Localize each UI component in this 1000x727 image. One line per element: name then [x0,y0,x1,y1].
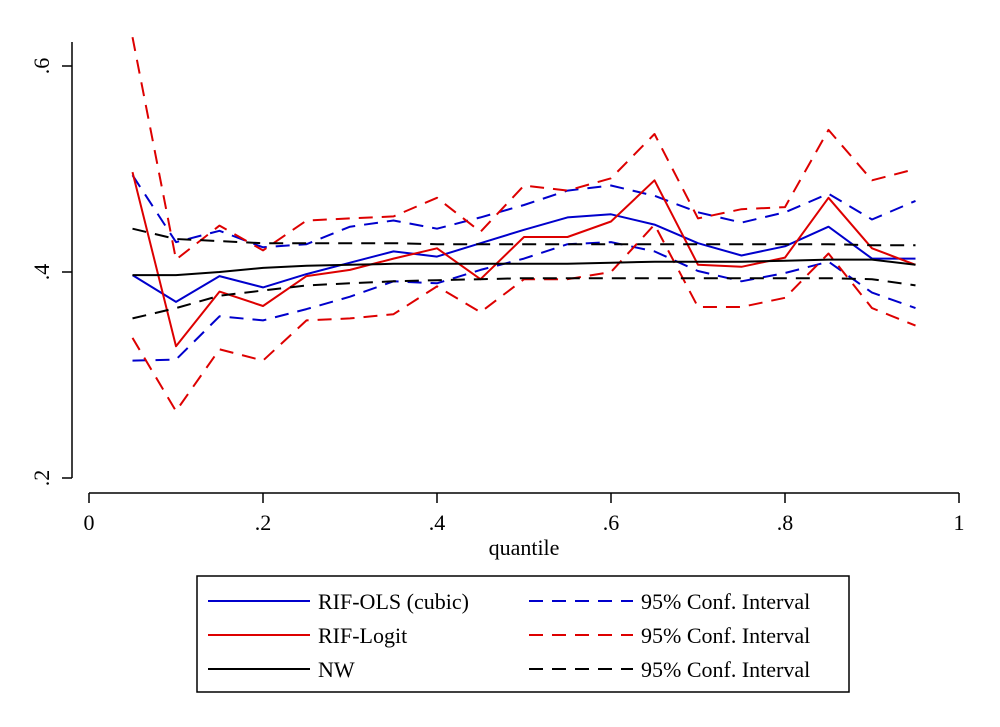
legend-label: 95% Conf. Interval [641,589,810,614]
legend-label: 95% Conf. Interval [641,623,810,648]
legend-items: RIF-OLS (cubic) 95% Conf. Interval RIF-Log… [208,589,810,682]
series-line-nw-ci-lower [132,277,916,320]
x-tick-label: .2 [255,510,272,535]
series-line-rif-logit-ci-upper [131,37,916,261]
series-line-rif-logit-ci-lower [131,223,916,413]
series-line-rif-ols-ci-upper [131,174,916,249]
legend-label: RIF-OLS (cubic) [318,589,469,614]
legend-label: 95% Conf. Interval [641,657,810,682]
series-line-rif-ols-ci-lower [132,241,916,362]
x-tick-label: .4 [429,510,446,535]
y-ticks: .2 .4 .6 [29,58,72,487]
x-tick-label: 0 [84,510,95,535]
plot-area [131,37,916,413]
legend-label: NW [318,657,355,682]
y-tick-label: .6 [29,58,54,75]
x-tick-label: .6 [603,510,620,535]
legend: RIF-OLS (cubic) 95% Conf. Interval RIF-Log… [196,575,850,693]
legend-label: RIF-Logit [318,623,407,648]
series-line-rif-logit [131,171,916,348]
x-tick-label: 1 [954,510,965,535]
series-line-rif-ols [131,213,916,303]
series-line-nw-ci-upper [132,227,916,247]
y-tick-label: .4 [29,264,54,281]
series-line-nw [132,258,916,277]
y-tick-label: .2 [29,470,54,487]
x-ticks: 0 .2 .4 .6 .8 1 [84,493,965,535]
x-axis-label: quantile [489,535,560,560]
x-tick-label: .8 [777,510,794,535]
